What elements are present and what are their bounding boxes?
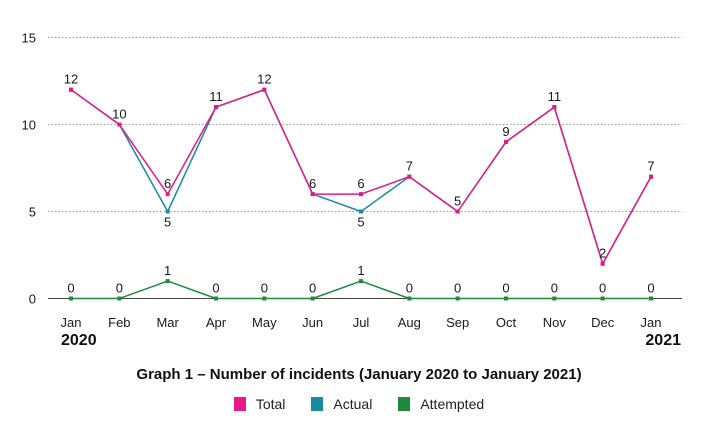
y-tick-label: 10 bbox=[22, 118, 36, 133]
data-label-total: 2 bbox=[599, 246, 606, 261]
chart-title: Graph 1 – Number of incidents (January 2… bbox=[136, 366, 582, 383]
data-point-attempted bbox=[359, 279, 363, 284]
data-point-attempted bbox=[117, 296, 122, 301]
x-tick-label: May bbox=[252, 315, 277, 330]
data-label-attempted: 0 bbox=[551, 281, 558, 296]
data-point-attempted bbox=[600, 296, 605, 301]
x-tick-label: Feb bbox=[108, 315, 130, 330]
data-point-attempted bbox=[407, 296, 412, 301]
y-tick-label: 15 bbox=[22, 31, 36, 46]
x-tick-label: Apr bbox=[206, 315, 227, 330]
x-tick-label: Nov bbox=[543, 315, 567, 330]
data-point-total bbox=[649, 174, 653, 179]
x-tick-label: Aug bbox=[398, 315, 421, 330]
y-tick-label: 5 bbox=[29, 205, 36, 220]
data-label-attempted: 0 bbox=[599, 281, 606, 296]
x-tick-label: Jul bbox=[353, 315, 370, 330]
y-tick-label: 0 bbox=[29, 292, 36, 307]
data-point-attempted bbox=[69, 296, 73, 301]
legend-swatch-attempted bbox=[398, 397, 411, 411]
gridlines bbox=[48, 37, 682, 212]
data-point-total bbox=[455, 209, 460, 214]
data-point-total bbox=[117, 122, 122, 127]
data-point-attempted bbox=[552, 296, 557, 301]
x-tick-label: Jun bbox=[302, 315, 323, 330]
data-point-attempted bbox=[455, 296, 460, 301]
legend-swatch-total bbox=[233, 397, 246, 411]
legend-label-actual: Actual bbox=[333, 396, 373, 412]
x-tick-label: Jan bbox=[61, 315, 82, 330]
data-label-total: 10 bbox=[112, 107, 126, 122]
data-point-actual bbox=[359, 209, 363, 214]
data-label-total: 5 bbox=[454, 194, 461, 209]
legend-item-total: Total bbox=[233, 396, 286, 412]
data-point-total bbox=[504, 139, 508, 144]
year-label-start: 2020 bbox=[61, 332, 97, 349]
data-point-total bbox=[552, 105, 557, 110]
data-point-actual bbox=[165, 209, 170, 214]
legend-swatch-actual bbox=[311, 397, 324, 411]
data-label-total: 6 bbox=[164, 176, 171, 191]
data-point-total bbox=[407, 174, 412, 179]
data-label-attempted: 0 bbox=[406, 281, 413, 296]
data-point-total bbox=[310, 192, 315, 197]
legend-item-attempted: Attempted bbox=[398, 396, 484, 412]
data-point-total bbox=[262, 87, 267, 92]
data-point-total bbox=[214, 105, 218, 110]
x-tick-label: Mar bbox=[156, 315, 179, 330]
data-label-attempted: 0 bbox=[502, 281, 509, 296]
legend-label-attempted: Attempted bbox=[420, 396, 485, 412]
x-tick-label: Dec bbox=[591, 315, 615, 330]
data-label-attempted: 0 bbox=[116, 281, 123, 296]
data-label-total: 6 bbox=[357, 176, 364, 191]
data-label-attempted: 0 bbox=[454, 281, 461, 296]
data-point-total bbox=[69, 87, 73, 92]
data-label-attempted: 0 bbox=[67, 281, 74, 296]
data-label-total: 11 bbox=[209, 89, 223, 104]
legend-item-actual: Actual bbox=[311, 396, 372, 412]
data-label-total: 9 bbox=[502, 124, 509, 139]
data-label-attempted: 0 bbox=[309, 281, 316, 296]
data-label-attempted: 1 bbox=[164, 263, 171, 278]
data-label-actual: 5 bbox=[164, 215, 171, 230]
legend-label-total: Total bbox=[255, 396, 286, 412]
data-label-total: 7 bbox=[406, 159, 413, 174]
data-label-attempted: 0 bbox=[212, 281, 219, 296]
data-label-attempted: 0 bbox=[647, 281, 654, 296]
data-point-attempted bbox=[504, 296, 508, 301]
data-label-total: 12 bbox=[64, 72, 78, 87]
data-point-total bbox=[600, 261, 605, 266]
data-label-actual: 5 bbox=[357, 215, 364, 230]
x-tick-label: Sep bbox=[446, 315, 469, 330]
data-point-attempted bbox=[649, 296, 653, 301]
data-points bbox=[69, 87, 653, 301]
data-label-total: 11 bbox=[548, 89, 562, 104]
data-point-total bbox=[359, 192, 363, 197]
data-label-total: 6 bbox=[309, 176, 316, 191]
data-point-attempted bbox=[165, 279, 170, 284]
series-line-attempted bbox=[71, 280, 651, 300]
data-label-total: 7 bbox=[647, 159, 654, 174]
data-point-total bbox=[165, 192, 170, 197]
legend: Total Actual Attempted bbox=[0, 396, 718, 412]
year-label-end: 2021 bbox=[645, 332, 681, 349]
x-tick-label: Oct bbox=[496, 315, 517, 330]
data-point-attempted bbox=[262, 296, 267, 301]
x-tick-label: Jan bbox=[641, 315, 662, 330]
data-label-attempted: 0 bbox=[261, 281, 268, 296]
data-point-attempted bbox=[310, 296, 315, 301]
data-label-attempted: 1 bbox=[357, 263, 364, 278]
data-point-attempted bbox=[214, 296, 218, 301]
data-label-total: 12 bbox=[257, 72, 271, 87]
